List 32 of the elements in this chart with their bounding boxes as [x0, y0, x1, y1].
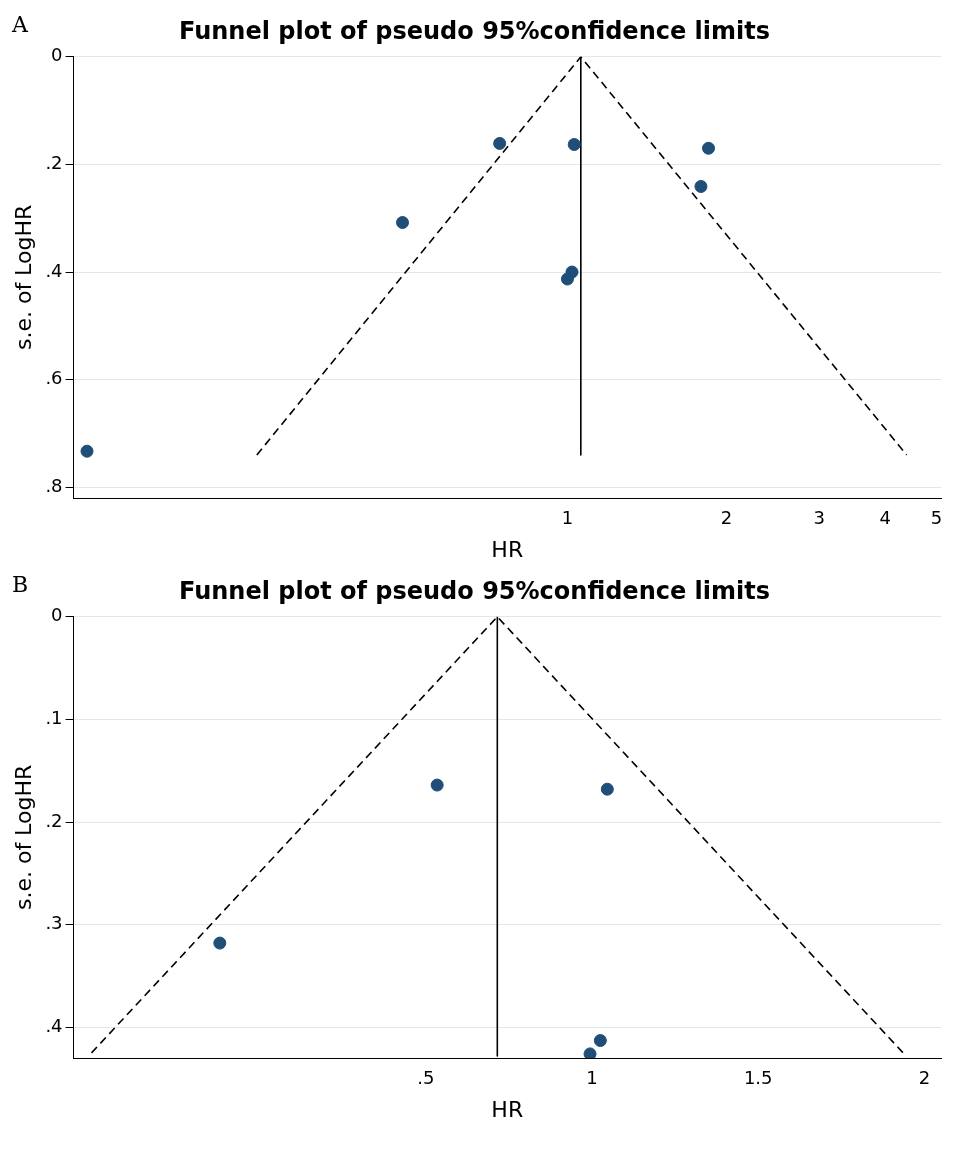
- chart-title: Funnel plot of pseudo 95%confidence limits: [178, 16, 771, 45]
- y-tick-label: 0: [51, 604, 63, 626]
- point: [213, 936, 227, 950]
- text: A: [12, 12, 28, 37]
- y-axis-title: s.e. of LogHR: [10, 204, 36, 351]
- chart-title: Funnel plot of pseudo 95%confidence limits: [178, 576, 771, 605]
- point: [583, 1047, 597, 1058]
- y-tick-label: .6: [45, 367, 63, 389]
- y-tick-label: .4: [45, 1014, 63, 1036]
- x-tick-label: 2: [720, 507, 733, 529]
- x-tick-label: 1: [561, 507, 574, 529]
- y-tick-label: .8: [45, 474, 63, 496]
- x-axis-title: HR: [491, 536, 524, 562]
- y-tick-label: .3: [45, 912, 63, 934]
- x-tick-label: 5: [930, 507, 943, 529]
- y-tick-label: 0: [51, 44, 63, 66]
- point: [600, 782, 614, 796]
- x-tick-label: 4: [879, 507, 892, 529]
- x-tick-label: 3: [813, 507, 826, 529]
- y-axis-title: s.e. of LogHR: [10, 764, 36, 911]
- point: [593, 1034, 607, 1048]
- y-tick-label: .1: [45, 707, 63, 729]
- y-tick-label: .2: [45, 152, 63, 174]
- x-tick-label: 2: [918, 1067, 931, 1089]
- x-tick-label: 1: [586, 1067, 598, 1089]
- x-axis-title: HR: [491, 1096, 524, 1122]
- x-tick-label: 1.5: [743, 1067, 773, 1089]
- y-tick-label: .2: [45, 809, 63, 831]
- point: [430, 778, 444, 792]
- text: B: [12, 572, 29, 597]
- x-tick-label: .5: [417, 1067, 435, 1089]
- y-tick-label: .4: [45, 259, 63, 281]
